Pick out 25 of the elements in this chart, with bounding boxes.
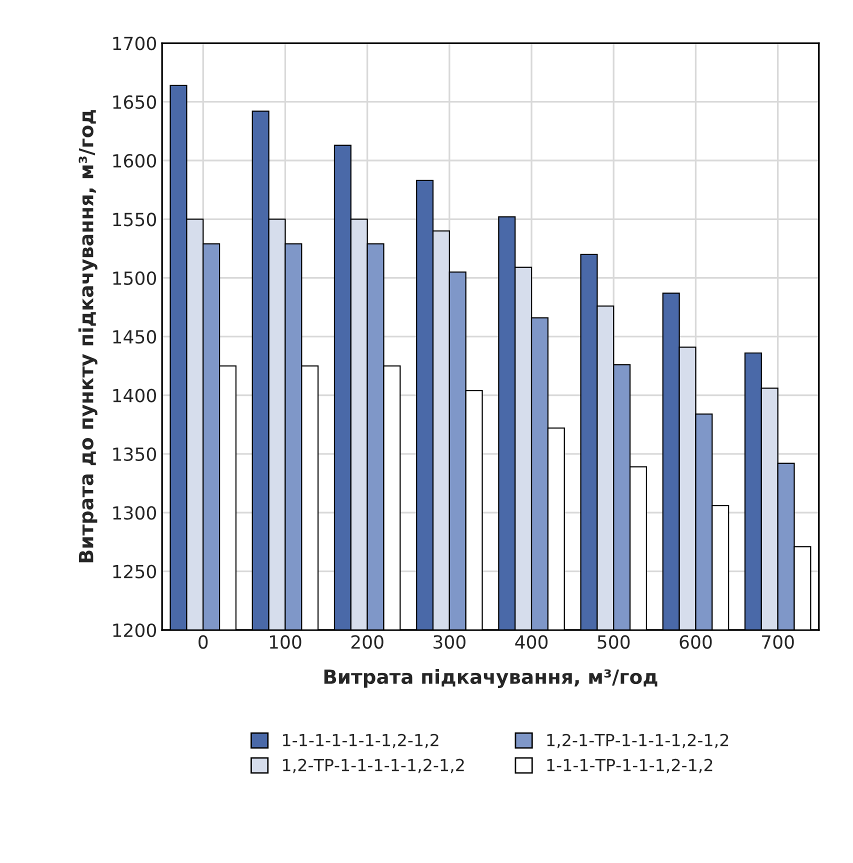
x-tick-label: 700 xyxy=(762,635,794,649)
legend-label: 1,2-1-ТР-1-1-1-1,2-1,2 xyxy=(547,734,728,748)
y-tick-label: 1600 xyxy=(113,154,156,168)
x-tick-label: 300 xyxy=(434,635,466,649)
y-axis-title: Витрата до пункту підкачування, м³/год xyxy=(78,110,98,562)
y-tick-label: 1400 xyxy=(113,388,156,402)
legend-label: 1-1-1-1-1-1-1,2-1,2 xyxy=(283,734,438,748)
x-tick-label: 100 xyxy=(270,635,302,649)
x-tick-label: 500 xyxy=(598,635,630,649)
y-tick-label: 1550 xyxy=(113,212,156,226)
x-tick-label: 0 xyxy=(198,635,208,649)
x-tick-label: 200 xyxy=(351,635,384,649)
legend-label: 1-1-1-ТР-1-1-1,2-1,2 xyxy=(547,758,712,774)
legend-label: 1,2-ТР-1-1-1-1-1,2-1,2 xyxy=(283,758,464,774)
y-tick-label: 1300 xyxy=(113,506,156,520)
y-tick-label: 1700 xyxy=(113,36,156,50)
x-tick-label: 600 xyxy=(680,635,712,649)
y-tick-label: 1500 xyxy=(113,271,156,285)
y-tick-label: 1350 xyxy=(113,447,156,462)
y-tick-label: 1200 xyxy=(113,623,156,638)
y-tick-label: 1250 xyxy=(113,564,156,578)
x-axis-title: Витрата підкачування, м³/год xyxy=(324,668,658,688)
y-tick-label: 1650 xyxy=(113,95,156,109)
x-tick-label: 400 xyxy=(515,635,548,649)
y-tick-label: 1450 xyxy=(113,330,156,344)
